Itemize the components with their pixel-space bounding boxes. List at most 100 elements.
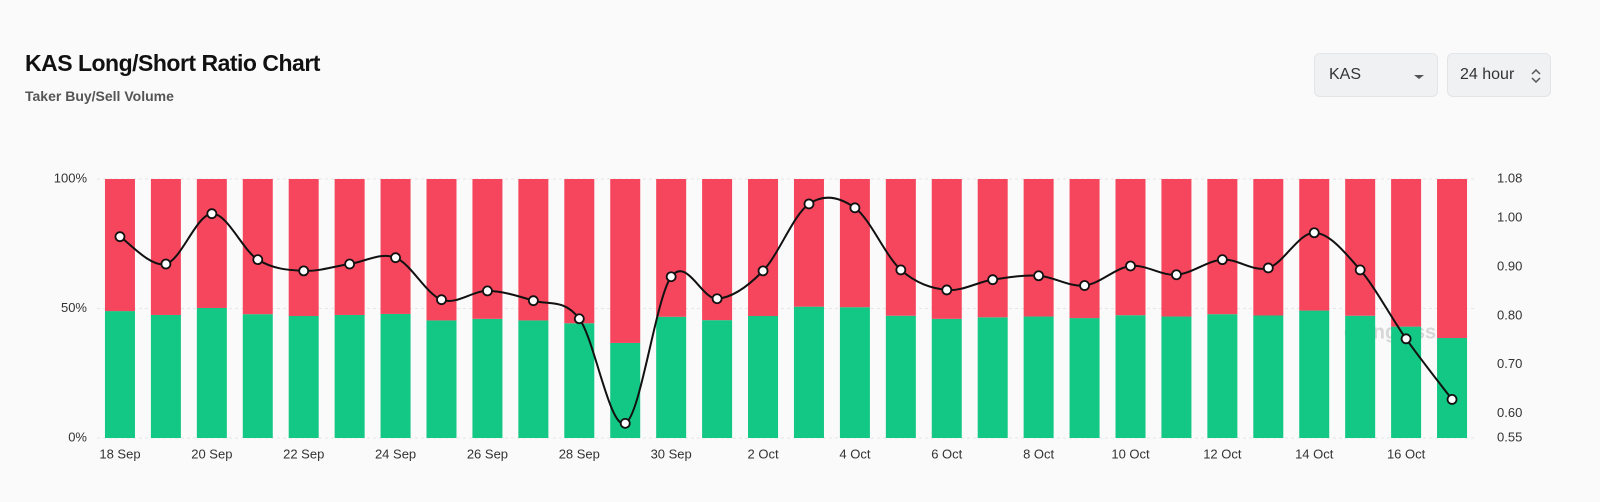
ratio-point bbox=[1308, 227, 1320, 239]
x-tick-label: 24 Sep bbox=[375, 446, 416, 461]
y-tick-label: 100% bbox=[54, 170, 88, 185]
x-tick-label: 18 Sep bbox=[99, 446, 140, 461]
bar-segment bbox=[1161, 316, 1192, 438]
bar-segment bbox=[931, 179, 962, 319]
ratio-point bbox=[298, 265, 310, 277]
bar-segment bbox=[150, 314, 181, 438]
symbol-value: KAS bbox=[1329, 66, 1362, 83]
bar-segment bbox=[610, 179, 641, 343]
x-tick-label: 4 Oct bbox=[839, 446, 870, 461]
bar-segment bbox=[242, 314, 273, 438]
bar-segment bbox=[1253, 315, 1284, 438]
x-tick-label: 6 Oct bbox=[931, 446, 962, 461]
bar-segment bbox=[1023, 179, 1054, 317]
y2-tick-label: 1.08 bbox=[1497, 170, 1522, 185]
x-tick-label: 12 Oct bbox=[1203, 446, 1242, 461]
x-tick-label: 30 Sep bbox=[651, 446, 692, 461]
ratio-point bbox=[665, 271, 677, 283]
ratio-point bbox=[527, 295, 539, 307]
bar-segment bbox=[1115, 179, 1146, 316]
ratio-point bbox=[1216, 254, 1228, 266]
y2-tick-label: 0.60 bbox=[1497, 405, 1522, 420]
bar-segment bbox=[1069, 179, 1100, 319]
bar-segment bbox=[1253, 179, 1284, 316]
bar-segment bbox=[1437, 338, 1468, 438]
bar-segment bbox=[334, 314, 365, 438]
bar-segment bbox=[196, 307, 227, 438]
bar-segment bbox=[472, 318, 503, 438]
ratio-point bbox=[895, 264, 907, 276]
bar-segment bbox=[839, 307, 870, 438]
bar-segment bbox=[1437, 179, 1468, 339]
symbol-select[interactable]: KAS bbox=[1314, 53, 1438, 97]
bar-segment bbox=[334, 179, 365, 315]
bar-segment bbox=[288, 316, 319, 438]
ratio-point bbox=[1033, 270, 1045, 282]
y2-tick-label: 0.90 bbox=[1497, 258, 1522, 273]
ratio-point bbox=[757, 265, 769, 277]
bar-segment bbox=[748, 316, 779, 438]
ratio-point bbox=[482, 285, 493, 297]
ratio-point bbox=[803, 198, 815, 210]
ratio-point bbox=[1125, 260, 1136, 272]
bar-segment bbox=[472, 179, 503, 319]
ratio-point bbox=[390, 252, 401, 264]
ratio-point bbox=[941, 284, 953, 296]
interval-value: 24 hour bbox=[1460, 66, 1515, 83]
x-tick-label: 20 Sep bbox=[191, 446, 232, 461]
ratio-point bbox=[987, 274, 999, 286]
y2-tick-label: 1.00 bbox=[1497, 210, 1522, 225]
ratio-point bbox=[344, 258, 356, 270]
bar-segment bbox=[1069, 318, 1100, 438]
ratio-point bbox=[252, 254, 264, 266]
bar-segment bbox=[1345, 179, 1376, 316]
bar-segment bbox=[977, 179, 1008, 318]
ratio-point bbox=[1079, 280, 1090, 291]
bar-segment bbox=[104, 311, 135, 438]
bar-segment bbox=[1207, 179, 1238, 315]
interval-select[interactable]: 24 hour bbox=[1447, 53, 1551, 97]
y-tick-label: 0% bbox=[68, 429, 87, 444]
bar-segment bbox=[426, 320, 457, 438]
ratio-line bbox=[119, 196, 1453, 425]
bar-segment bbox=[702, 320, 733, 438]
ratio-point bbox=[1354, 264, 1366, 276]
bar-segment bbox=[656, 316, 687, 438]
bar-segment bbox=[977, 317, 1008, 438]
bar-segment bbox=[748, 179, 779, 317]
bar-segment bbox=[656, 179, 687, 317]
page-title: KAS Long/Short Ratio Chart bbox=[25, 50, 320, 76]
bar-segment bbox=[242, 179, 273, 315]
bar-segment bbox=[885, 179, 916, 316]
y-tick-label: 50% bbox=[61, 300, 87, 315]
bar-segment bbox=[380, 179, 411, 314]
x-tick-label: 14 Oct bbox=[1295, 446, 1334, 461]
bar-segment bbox=[1299, 179, 1330, 311]
bar-segment bbox=[793, 306, 824, 438]
bar-segment bbox=[518, 320, 549, 438]
bar-segment bbox=[1391, 179, 1422, 327]
bar-segment bbox=[931, 318, 962, 438]
bar-segment bbox=[839, 179, 870, 308]
y2-tick-label: 0.80 bbox=[1497, 307, 1522, 322]
dropdown-icon bbox=[1414, 75, 1424, 79]
chart: 0%50%100%0.550.600.700.800.901.001.08coi… bbox=[54, 170, 1523, 461]
y2-tick-label: 0.70 bbox=[1497, 356, 1522, 371]
x-tick-label: 28 Sep bbox=[559, 446, 600, 461]
bar-segment bbox=[564, 179, 595, 324]
ratio-point bbox=[1446, 393, 1458, 405]
bar-segment bbox=[196, 179, 227, 308]
ratio-point bbox=[619, 417, 631, 429]
ratio-point bbox=[436, 294, 447, 306]
x-tick-label: 2 Oct bbox=[747, 446, 778, 461]
x-tick-label: 8 Oct bbox=[1023, 446, 1054, 461]
ratio-point bbox=[1400, 333, 1412, 345]
x-tick-label: 26 Sep bbox=[467, 446, 508, 461]
ratio-point bbox=[573, 313, 585, 325]
x-tick-label: 22 Sep bbox=[283, 446, 324, 461]
ratio-point bbox=[849, 202, 861, 214]
bar-segment bbox=[885, 315, 916, 438]
bar-segment bbox=[1299, 310, 1330, 438]
updown-icon bbox=[1531, 68, 1541, 84]
bar-segment bbox=[1207, 314, 1238, 438]
